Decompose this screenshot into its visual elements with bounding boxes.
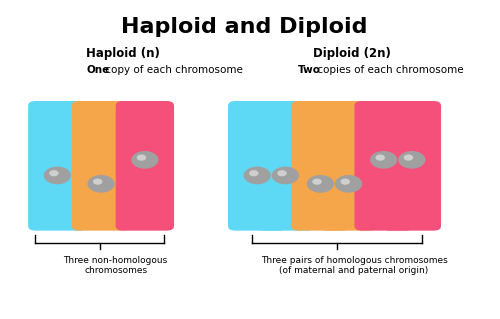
Circle shape [44, 167, 71, 184]
Circle shape [277, 170, 287, 176]
FancyBboxPatch shape [382, 101, 441, 231]
FancyBboxPatch shape [291, 101, 350, 231]
Circle shape [272, 167, 299, 184]
Text: Three non-homologous
chromosomes: Three non-homologous chromosomes [64, 256, 168, 275]
Text: Haploid (n): Haploid (n) [86, 47, 160, 60]
Circle shape [370, 151, 398, 169]
Circle shape [244, 167, 271, 184]
FancyBboxPatch shape [256, 101, 314, 231]
FancyBboxPatch shape [354, 101, 413, 231]
Text: Three pairs of homologous chromosomes
(of maternal and paternal origin): Three pairs of homologous chromosomes (o… [260, 256, 448, 275]
Circle shape [340, 179, 350, 185]
FancyBboxPatch shape [28, 101, 86, 231]
Text: Diploid (2n): Diploid (2n) [312, 47, 390, 60]
Circle shape [131, 151, 158, 169]
FancyBboxPatch shape [320, 101, 378, 231]
Circle shape [49, 170, 58, 176]
Circle shape [93, 179, 102, 185]
Circle shape [376, 154, 385, 161]
Circle shape [136, 154, 146, 161]
FancyBboxPatch shape [116, 101, 174, 231]
Circle shape [249, 170, 258, 176]
Circle shape [88, 175, 115, 193]
Circle shape [404, 154, 413, 161]
FancyBboxPatch shape [228, 101, 286, 231]
Text: copy of each chromosome: copy of each chromosome [102, 65, 243, 75]
Text: copies of each chromosome: copies of each chromosome [314, 65, 463, 75]
Text: One: One [86, 65, 110, 75]
Text: Two: Two [298, 65, 321, 75]
Circle shape [398, 151, 425, 169]
Circle shape [335, 175, 362, 193]
Circle shape [307, 175, 334, 193]
FancyBboxPatch shape [72, 101, 130, 231]
Text: Haploid and Diploid: Haploid and Diploid [122, 17, 368, 37]
Circle shape [312, 179, 322, 185]
